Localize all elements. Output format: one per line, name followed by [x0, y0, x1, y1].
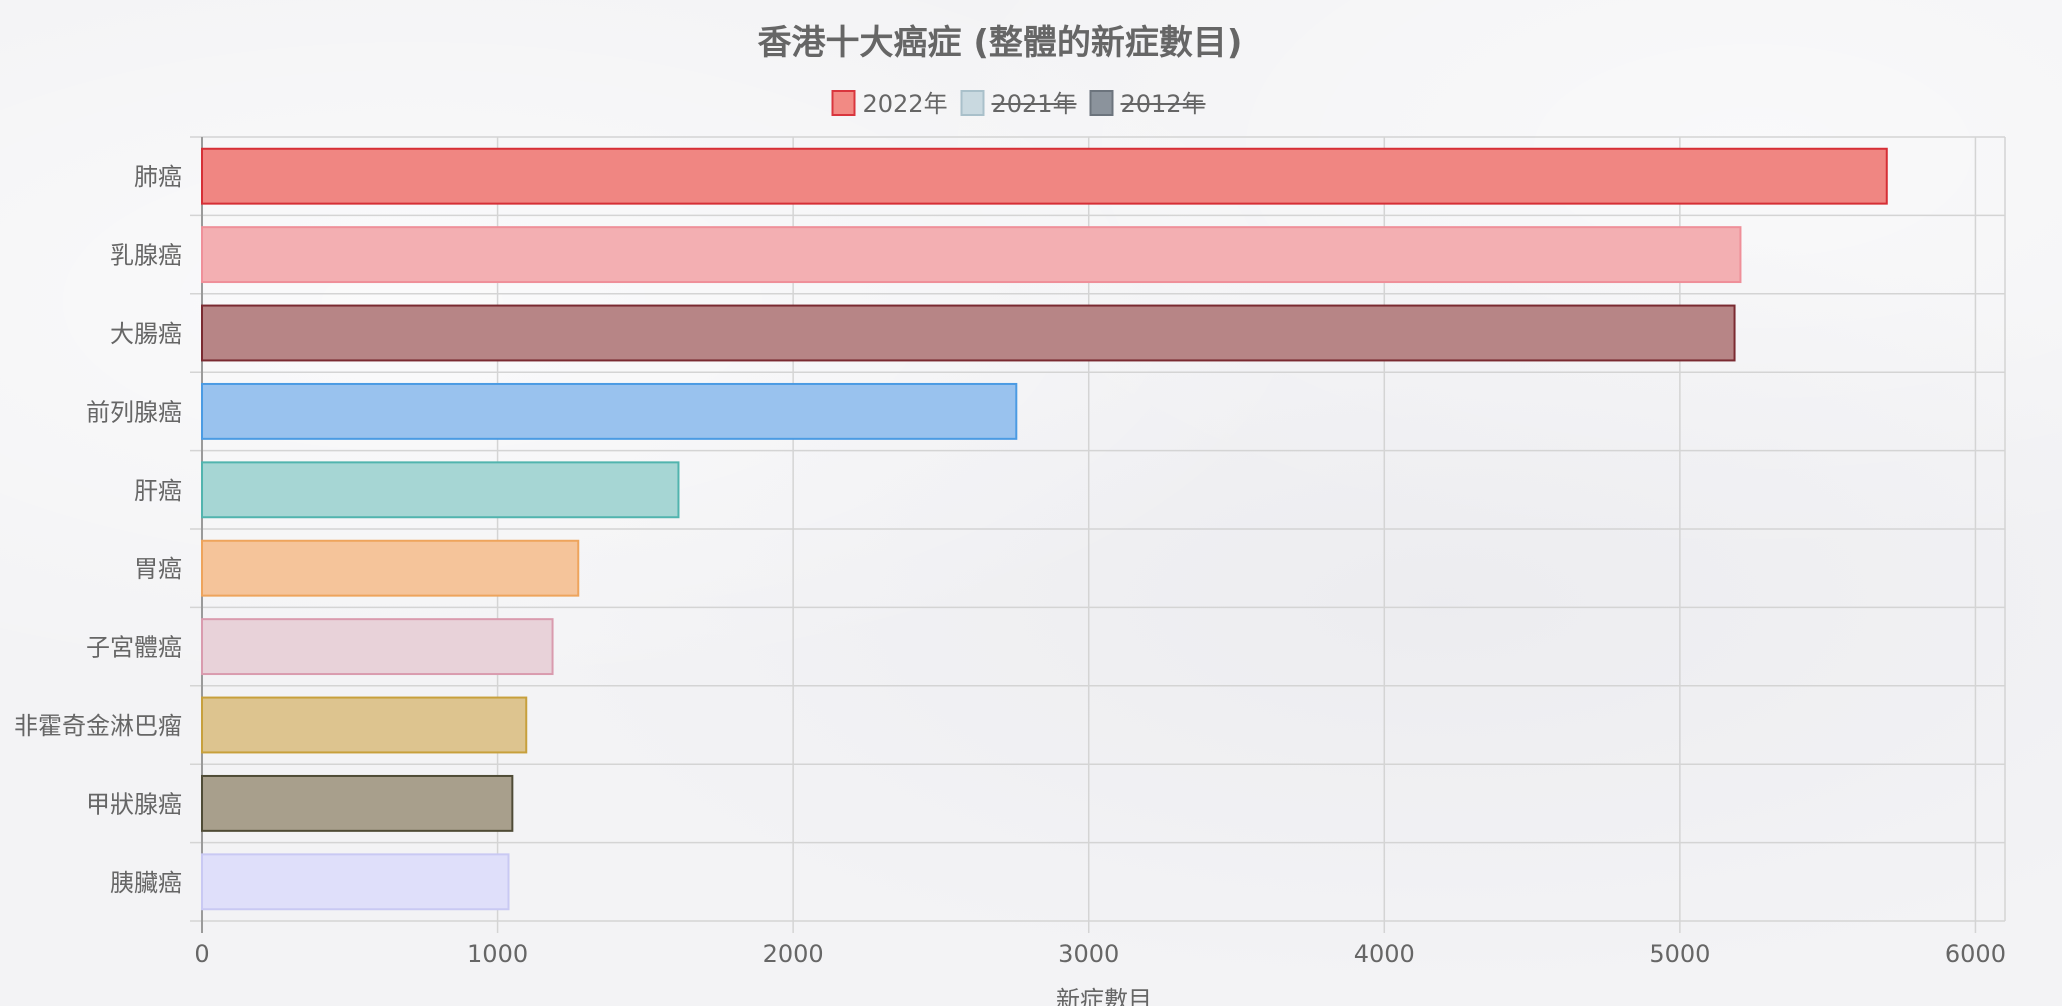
y-tick-label: 胃癌 — [134, 555, 182, 583]
bar-5[interactable] — [201, 461, 680, 519]
x-tick-label: 5000 — [1649, 940, 1710, 968]
x-tick-label: 2000 — [763, 940, 824, 968]
legend-label: 2022年 — [863, 90, 948, 118]
bar-10[interactable] — [201, 853, 510, 911]
y-tick-label: 肝癌 — [134, 477, 182, 505]
bar-3[interactable] — [201, 304, 1736, 362]
bar-2[interactable] — [201, 226, 1742, 284]
x-tick-label: 0 — [194, 940, 209, 968]
bar-7[interactable] — [201, 618, 554, 676]
y-tick-label: 大腸癌 — [110, 320, 182, 348]
y-tick-label: 非霍奇金淋巴瘤 — [14, 712, 182, 740]
y-tick-label: 胰臟癌 — [110, 869, 182, 897]
x-tick-label: 4000 — [1354, 940, 1415, 968]
x-tick-labels: 0 1000 2000 3000 4000 5000 6000 — [194, 940, 2006, 968]
y-tick-label: 甲狀腺癌 — [86, 790, 182, 818]
legend-swatch — [831, 90, 856, 116]
legend-item-3[interactable]: 2012年 — [1089, 90, 1206, 118]
bar-8[interactable] — [201, 696, 528, 754]
legend: 2022年 2021年 2012年 — [831, 90, 1206, 118]
x-tick-label: 3000 — [1058, 940, 1119, 968]
legend-item-2[interactable]: 2021年 — [960, 90, 1077, 118]
y-tick-label: 前列腺癌 — [86, 398, 182, 426]
y-tick-label: 肺癌 — [134, 163, 182, 191]
bar-1[interactable] — [201, 147, 1888, 205]
x-tick-label: 1000 — [467, 940, 528, 968]
chart-title: 香港十大癌症 (整體的新症數目) — [758, 23, 1243, 63]
bar-4[interactable] — [201, 382, 1018, 440]
bars — [201, 147, 1888, 911]
legend-swatch — [1089, 90, 1114, 116]
y-tick-label: 乳腺癌 — [110, 242, 182, 270]
bar-9[interactable] — [201, 774, 514, 832]
y-tick-label: 子宮體癌 — [86, 634, 182, 662]
x-axis-label: 新症數目 — [1056, 986, 1152, 1006]
x-tick-label: 6000 — [1945, 940, 2006, 968]
bar-6[interactable] — [201, 539, 580, 597]
legend-swatch — [960, 90, 985, 116]
legend-item-1[interactable]: 2022年 — [831, 90, 948, 118]
